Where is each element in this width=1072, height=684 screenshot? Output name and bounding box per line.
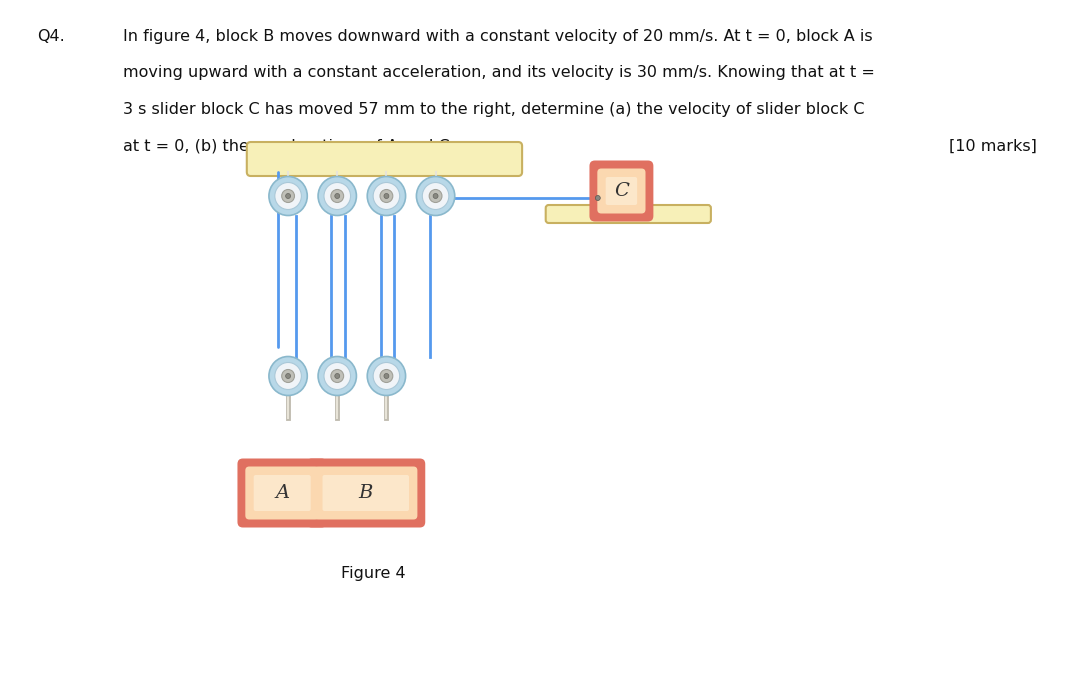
FancyBboxPatch shape xyxy=(307,458,426,527)
Circle shape xyxy=(381,189,392,202)
FancyBboxPatch shape xyxy=(546,205,711,223)
Circle shape xyxy=(368,356,405,395)
Circle shape xyxy=(285,194,291,198)
Circle shape xyxy=(595,196,600,200)
Circle shape xyxy=(334,194,340,198)
FancyBboxPatch shape xyxy=(597,168,645,213)
Circle shape xyxy=(422,183,449,209)
Text: C: C xyxy=(614,182,629,200)
Circle shape xyxy=(285,373,291,378)
Text: 3 s slider block C has moved 57 mm to the right, determine (a) the velocity of s: 3 s slider block C has moved 57 mm to th… xyxy=(123,102,864,117)
Circle shape xyxy=(274,363,301,389)
Circle shape xyxy=(324,183,351,209)
FancyBboxPatch shape xyxy=(245,466,319,520)
FancyBboxPatch shape xyxy=(314,466,417,520)
Circle shape xyxy=(318,356,356,395)
Circle shape xyxy=(368,176,405,215)
FancyBboxPatch shape xyxy=(323,475,410,511)
Text: [10 marks]: [10 marks] xyxy=(950,138,1038,153)
FancyBboxPatch shape xyxy=(590,161,653,222)
Circle shape xyxy=(373,363,400,389)
Circle shape xyxy=(433,194,438,198)
FancyBboxPatch shape xyxy=(247,142,522,176)
Circle shape xyxy=(334,373,340,378)
Circle shape xyxy=(416,176,455,215)
Circle shape xyxy=(384,373,389,378)
Circle shape xyxy=(324,363,351,389)
FancyBboxPatch shape xyxy=(238,458,327,527)
Text: B: B xyxy=(358,484,373,502)
Circle shape xyxy=(282,369,295,382)
FancyBboxPatch shape xyxy=(606,177,637,205)
FancyBboxPatch shape xyxy=(254,475,311,511)
Circle shape xyxy=(318,176,356,215)
Circle shape xyxy=(429,189,442,202)
Circle shape xyxy=(331,369,344,382)
Text: at t = 0, (b) the accelerations of A and C.: at t = 0, (b) the accelerations of A and… xyxy=(123,138,455,153)
Circle shape xyxy=(331,189,344,202)
Text: Q4.: Q4. xyxy=(38,29,65,44)
Circle shape xyxy=(282,189,295,202)
Circle shape xyxy=(269,176,308,215)
Circle shape xyxy=(384,194,389,198)
Circle shape xyxy=(373,183,400,209)
Circle shape xyxy=(274,183,301,209)
Text: Figure 4: Figure 4 xyxy=(341,566,406,581)
Text: A: A xyxy=(276,484,289,502)
Text: In figure 4, block B moves downward with a constant velocity of 20 mm/s. At t = : In figure 4, block B moves downward with… xyxy=(123,29,873,44)
Text: moving upward with a constant acceleration, and its velocity is 30 mm/s. Knowing: moving upward with a constant accelerati… xyxy=(123,66,875,81)
Circle shape xyxy=(381,369,392,382)
Circle shape xyxy=(269,356,308,395)
